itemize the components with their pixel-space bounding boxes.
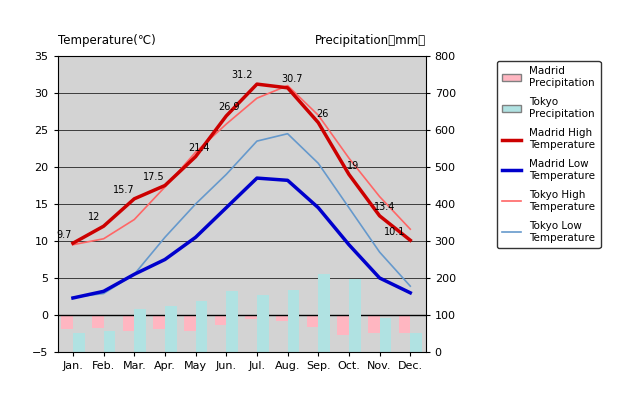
Bar [368, 315, 380, 333]
Bar [153, 315, 165, 329]
Bar [410, 333, 422, 352]
Bar [245, 315, 257, 319]
Bar [214, 315, 227, 325]
Text: 17.5: 17.5 [143, 172, 165, 182]
Text: 12: 12 [88, 212, 100, 222]
Bar [134, 309, 146, 352]
Bar [184, 315, 196, 330]
Text: Temperature(℃): Temperature(℃) [58, 34, 156, 47]
Bar [337, 315, 349, 335]
Bar [165, 306, 177, 352]
Bar [196, 301, 207, 352]
Bar [380, 318, 391, 352]
Text: 31.2: 31.2 [231, 70, 252, 80]
Text: Precipitation（mm）: Precipitation（mm） [314, 34, 426, 47]
Text: 19: 19 [348, 161, 360, 171]
Bar [104, 331, 115, 352]
Text: 30.7: 30.7 [282, 74, 303, 84]
Text: 21.4: 21.4 [188, 143, 209, 153]
Bar [399, 315, 410, 333]
Bar [318, 274, 330, 352]
Bar [123, 315, 134, 331]
Text: 9.7: 9.7 [56, 230, 72, 240]
Bar [307, 315, 318, 327]
Bar [257, 295, 269, 352]
Legend: Madrid
Precipitation, Tokyo
Precipitation, Madrid High
Temperature, Madrid Low
T: Madrid Precipitation, Tokyo Precipitatio… [497, 61, 600, 248]
Bar [349, 279, 360, 352]
Bar [227, 291, 238, 352]
Bar [92, 315, 104, 328]
Text: 13.4: 13.4 [374, 202, 395, 212]
Bar [73, 333, 84, 352]
Bar [61, 315, 73, 330]
Text: 26.9: 26.9 [219, 102, 240, 112]
Text: 15.7: 15.7 [113, 185, 134, 195]
Bar [287, 290, 300, 352]
Bar [276, 315, 287, 320]
Text: 26: 26 [317, 109, 329, 119]
Text: 10.1: 10.1 [384, 226, 406, 236]
